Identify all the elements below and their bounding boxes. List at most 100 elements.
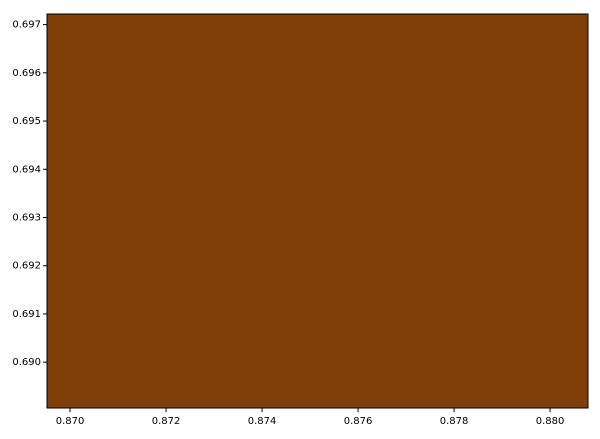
fractal-cell [485,59,489,63]
fractal-cell [545,35,549,39]
fractal-cell [176,77,180,81]
fractal-cell [335,20,339,24]
fractal-cell [164,23,168,27]
fractal-cell [491,62,495,66]
fractal-cell [182,32,186,36]
fractal-cell [113,92,117,96]
fractal-cell [176,74,180,78]
fractal-cell [71,35,75,39]
fractal-cell [548,80,552,84]
fractal-cell [152,77,156,81]
fractal-cell [329,65,333,69]
fractal-cell [221,35,225,39]
fractal-cell [563,50,567,54]
fractal-cell [56,38,60,42]
fractal-cell [59,47,63,51]
fractal-cell [392,20,396,24]
fractal-cell [272,44,276,48]
fractal-cell [461,77,465,81]
fractal-cell [113,14,117,18]
fractal-cell [62,77,66,81]
fractal-cell [419,53,423,57]
fractal-cell [251,74,255,78]
fractal-cell [227,38,231,42]
fractal-cell [218,35,222,39]
fractal-cell [176,68,180,72]
fractal-cell [179,44,183,48]
fractal-cell [59,14,63,18]
fractal-cell [152,95,156,99]
fractal-cell [374,50,378,54]
fractal-cell [479,29,483,33]
fractal-cell [419,17,423,21]
fractal-cell [353,71,357,75]
fractal-cell [293,77,297,81]
fractal-cell [317,65,321,69]
fractal-cell [191,17,195,21]
fractal-cell [188,35,192,39]
fractal-cell [56,14,60,18]
fractal-cell [566,68,570,72]
fractal-cell [551,56,555,60]
fractal-cell [95,14,99,18]
fractal-cell [92,86,96,90]
fractal-cell [569,89,573,93]
fractal-cell [308,74,312,78]
fractal-cell [272,86,276,90]
fractal-cell [287,59,291,63]
fractal-cell [287,44,291,48]
fractal-cell [155,17,159,21]
fractal-cell [491,74,495,78]
fractal-cell [494,53,498,57]
fractal-cell [122,89,126,93]
fractal-cell [149,83,153,87]
fractal-cell [56,41,60,45]
fractal-cell [164,86,168,90]
fractal-cell [425,53,429,57]
fractal-cell [98,53,102,57]
fractal-cell [296,17,300,21]
fractal-cell [341,17,345,21]
fractal-cell [284,53,288,57]
fractal-cell [227,77,231,81]
fractal-cell [575,59,579,63]
fractal-cell [254,92,258,96]
fractal-cell [362,20,366,24]
fractal-cell [407,71,411,75]
fractal-cell [155,35,159,39]
fractal-cell [461,47,465,51]
fractal-cell [290,77,294,81]
fractal-cell [257,92,261,96]
fractal-cell [299,20,303,24]
fractal-cell [410,68,414,72]
fractal-cell [101,80,105,84]
fractal-cell [182,56,186,60]
fractal-cell [308,68,312,72]
fractal-cell [503,59,507,63]
fractal-cell [233,47,237,51]
fractal-cell [53,32,57,36]
fractal-cell [437,29,441,33]
fractal-cell [311,65,315,69]
fractal-cell [380,26,384,30]
fractal-cell [476,17,480,21]
fractal-cell [248,89,252,93]
fractal-cell [542,38,546,42]
fractal-cell [158,44,162,48]
fractal-cell [563,23,567,27]
fractal-cell [368,32,372,36]
fractal-cell [209,17,213,21]
fractal-cell [74,74,78,78]
fractal-cell [452,41,456,45]
fractal-cell [446,44,450,48]
fractal-cell [389,71,393,75]
fractal-cell [113,74,117,78]
fractal-cell [128,53,132,57]
fractal-cell [416,32,420,36]
fractal-cell [176,29,180,33]
fractal-cell [143,89,147,93]
fractal-cell [245,50,249,54]
fractal-cell [410,65,414,69]
fractal-cell [221,68,225,72]
fractal-cell [533,17,537,21]
